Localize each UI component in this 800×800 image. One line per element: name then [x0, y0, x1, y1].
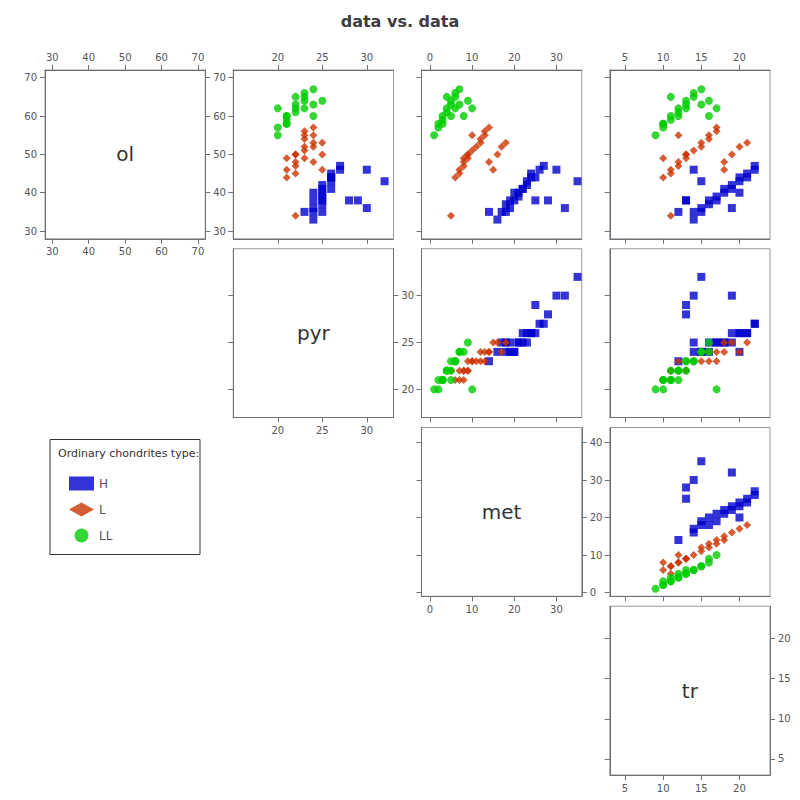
svg-text:0: 0 — [427, 604, 433, 615]
svg-text:tr: tr — [682, 679, 699, 703]
svg-text:20: 20 — [271, 425, 284, 436]
svg-text:25: 25 — [316, 52, 329, 63]
svg-text:40: 40 — [213, 187, 226, 198]
svg-text:30: 30 — [24, 226, 37, 237]
svg-text:0: 0 — [427, 52, 433, 63]
svg-text:70: 70 — [213, 72, 226, 83]
svg-text:20: 20 — [590, 512, 603, 523]
svg-text:5: 5 — [622, 783, 628, 794]
svg-text:10: 10 — [466, 52, 479, 63]
svg-text:15: 15 — [778, 673, 791, 684]
svg-text:40: 40 — [590, 437, 603, 448]
svg-text:Ordinary chondrites type:: Ordinary chondrites type: — [58, 447, 199, 460]
svg-text:20: 20 — [271, 52, 284, 63]
svg-text:70: 70 — [192, 246, 205, 257]
svg-text:40: 40 — [24, 187, 37, 198]
svg-text:15: 15 — [695, 52, 708, 63]
svg-text:60: 60 — [155, 52, 168, 63]
svg-text:40: 40 — [82, 52, 95, 63]
svg-text:H: H — [99, 477, 108, 491]
svg-text:60: 60 — [213, 111, 226, 122]
svg-text:70: 70 — [24, 72, 37, 83]
svg-text:LL: LL — [99, 529, 113, 543]
svg-text:50: 50 — [24, 149, 37, 160]
svg-text:10: 10 — [657, 52, 670, 63]
svg-text:30: 30 — [360, 425, 373, 436]
svg-text:20: 20 — [402, 384, 415, 395]
svg-text:30: 30 — [360, 52, 373, 63]
svg-text:30: 30 — [550, 52, 563, 63]
svg-text:30: 30 — [402, 290, 415, 301]
svg-text:30: 30 — [46, 246, 59, 257]
svg-text:20: 20 — [733, 783, 746, 794]
svg-text:70: 70 — [192, 52, 205, 63]
svg-text:5: 5 — [778, 753, 784, 764]
svg-text:30: 30 — [590, 475, 603, 486]
svg-text:30: 30 — [46, 52, 59, 63]
svg-text:40: 40 — [82, 246, 95, 257]
svg-text:20: 20 — [508, 52, 521, 63]
svg-text:20: 20 — [733, 52, 746, 63]
svg-text:50: 50 — [119, 246, 132, 257]
svg-text:60: 60 — [24, 111, 37, 122]
svg-text:met: met — [482, 500, 522, 524]
svg-text:15: 15 — [695, 783, 708, 794]
svg-text:10: 10 — [466, 604, 479, 615]
svg-text:10: 10 — [590, 550, 603, 561]
svg-text:20: 20 — [508, 604, 521, 615]
svg-text:60: 60 — [155, 246, 168, 257]
svg-text:50: 50 — [213, 149, 226, 160]
svg-text:30: 30 — [550, 604, 563, 615]
svg-text:10: 10 — [778, 713, 791, 724]
svg-text:50: 50 — [119, 52, 132, 63]
svg-text:data vs. data: data vs. data — [341, 12, 460, 31]
svg-text:5: 5 — [622, 52, 628, 63]
svg-text:10: 10 — [657, 783, 670, 794]
svg-text:L: L — [99, 503, 106, 517]
svg-text:30: 30 — [213, 226, 226, 237]
svg-text:25: 25 — [316, 425, 329, 436]
svg-text:ol: ol — [116, 142, 134, 166]
svg-text:25: 25 — [402, 337, 415, 348]
svg-text:0: 0 — [590, 587, 596, 598]
svg-text:pyr: pyr — [297, 321, 331, 345]
svg-text:20: 20 — [778, 633, 791, 644]
